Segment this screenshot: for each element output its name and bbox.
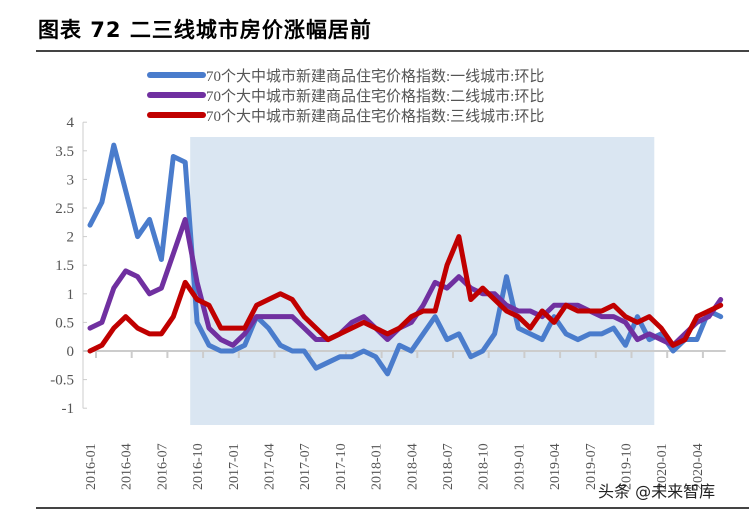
y-tick-label: 1.5 bbox=[55, 258, 74, 274]
y-tick-label: 0 bbox=[67, 344, 75, 360]
x-tick-label: 2017-10 bbox=[334, 443, 349, 490]
x-tick-label: 2020-01 bbox=[655, 443, 670, 490]
y-tick-label: 0.5 bbox=[55, 315, 74, 331]
x-tick-label: 2019-07 bbox=[584, 443, 599, 490]
y-tick-label: 3 bbox=[67, 172, 75, 188]
x-tick-label: 2018-07 bbox=[441, 443, 456, 490]
x-tick-label: 2018-04 bbox=[405, 443, 420, 490]
legend-label-1: 70个大中城市新建商品住宅价格指数:一线城市:环比 bbox=[206, 68, 544, 85]
x-tick-label: 2019-10 bbox=[620, 443, 635, 490]
y-tick-label: 1 bbox=[67, 287, 75, 303]
top-divider bbox=[36, 50, 749, 52]
y-tick-label: 4 bbox=[67, 115, 75, 131]
x-tick-label: 2016-04 bbox=[120, 443, 135, 490]
x-tick-label: 2019-01 bbox=[512, 443, 527, 490]
x-tick-label: 2017-04 bbox=[263, 443, 278, 490]
x-tick-label: 2017-01 bbox=[227, 443, 242, 490]
x-tick-label: 2016-01 bbox=[84, 443, 99, 490]
y-tick-label: 3.5 bbox=[55, 144, 74, 160]
x-tick-label: 2018-10 bbox=[477, 443, 492, 490]
shaded-region bbox=[190, 137, 655, 425]
x-tick-label: 2017-07 bbox=[298, 443, 313, 490]
y-tick-label: 2 bbox=[67, 230, 75, 246]
y-tick-label: 2.5 bbox=[55, 201, 74, 217]
legend-label-3: 70个大中城市新建商品住宅价格指数:三线城市:环比 bbox=[206, 108, 544, 125]
x-tick-label: 2020-04 bbox=[691, 443, 706, 490]
legend-label-2: 70个大中城市新建商品住宅价格指数:二线城市:环比 bbox=[206, 88, 544, 105]
y-tick-label: -1 bbox=[62, 401, 75, 417]
x-tick-label: 2016-07 bbox=[155, 443, 170, 490]
x-tick-label: 2019-04 bbox=[548, 443, 563, 490]
x-tick-label: 2016-10 bbox=[191, 443, 206, 490]
figure-title: 图表 72 二三线城市房价涨幅居前 bbox=[38, 18, 372, 42]
watermark: 头条 @未来智库 bbox=[598, 482, 716, 501]
series-line-3 bbox=[87, 234, 724, 354]
x-tick-label: 2018-01 bbox=[370, 443, 385, 490]
bottom-divider bbox=[36, 507, 749, 509]
y-tick-label: -0.5 bbox=[50, 373, 74, 389]
